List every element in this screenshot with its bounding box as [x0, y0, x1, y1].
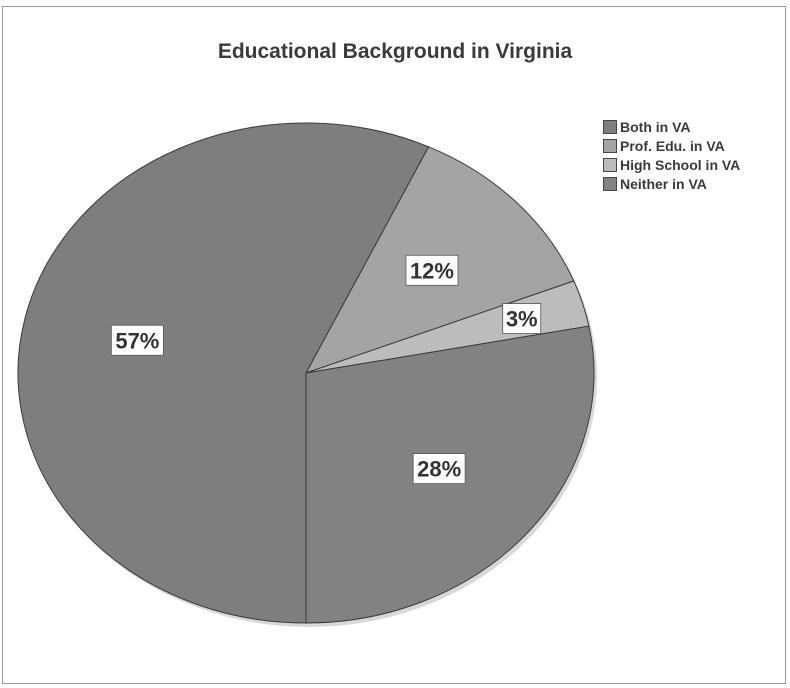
- legend-item: Prof. Edu. in VA: [603, 136, 740, 155]
- pie-slice-both-in-va: [17, 122, 430, 624]
- legend-label: High School in VA: [620, 156, 741, 173]
- chart-title: Educational Background in Virginia: [217, 40, 573, 63]
- legend-item: High School in VA: [603, 155, 740, 174]
- data-label-0: 57%: [110, 324, 164, 356]
- data-label-2: 3%: [502, 303, 542, 334]
- legend-label: Neither in VA: [620, 175, 707, 192]
- chart-legend: Both in VA Prof. Edu. in VA High School in…: [603, 117, 740, 193]
- legend-item: Neither in VA: [603, 174, 740, 193]
- data-label-text: 3%: [506, 307, 538, 332]
- legend-label: Prof. Edu. in VA: [620, 137, 725, 154]
- data-label-3: 28%: [412, 453, 466, 485]
- data-label-1: 12%: [405, 254, 459, 286]
- data-label-text: 12%: [410, 258, 454, 283]
- legend-label: Both in VA: [620, 118, 691, 135]
- legend-swatch: [603, 138, 617, 153]
- data-label-text: 57%: [115, 328, 159, 353]
- legend-swatch: [603, 157, 617, 172]
- data-label-text: 28%: [417, 457, 461, 482]
- legend-swatch: [603, 119, 617, 134]
- legend-swatch: [603, 176, 617, 191]
- legend-item: Both in VA: [603, 117, 740, 136]
